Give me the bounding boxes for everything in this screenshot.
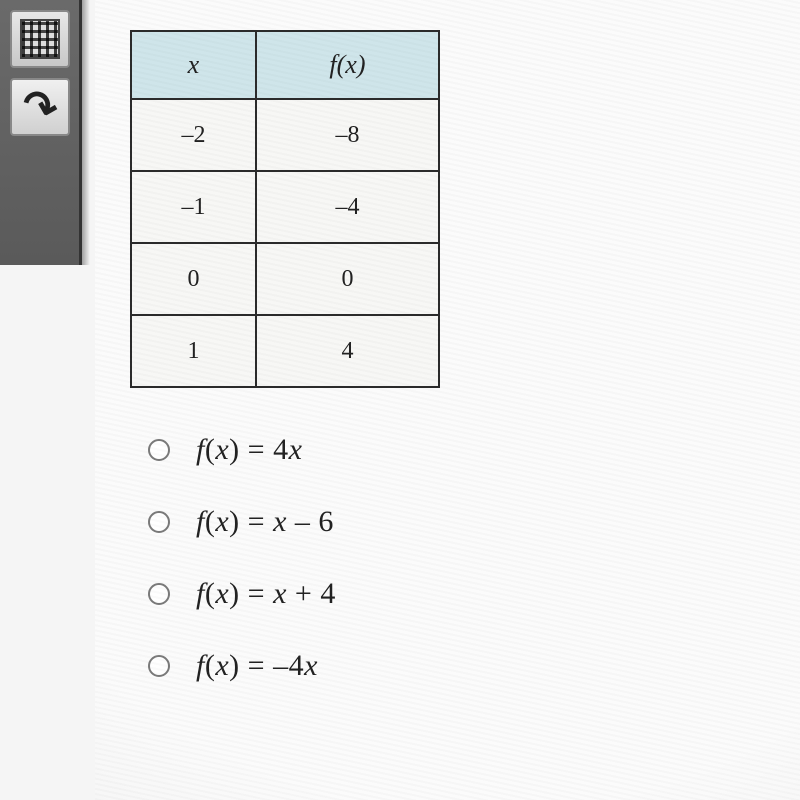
- cell-x: –2: [131, 99, 256, 171]
- cell-fx: 0: [256, 243, 439, 315]
- radio-icon[interactable]: [148, 439, 170, 461]
- table-header-row: x f(x): [131, 31, 439, 99]
- cell-fx: –8: [256, 99, 439, 171]
- option-label: f(x) = x – 6: [196, 505, 334, 539]
- table-row: –2 –8: [131, 99, 439, 171]
- answer-option-c[interactable]: f(x) = x + 4: [148, 577, 775, 611]
- curved-arrow-icon: ↶: [16, 78, 63, 135]
- cell-x: –1: [131, 171, 256, 243]
- answer-options: f(x) = 4x f(x) = x – 6 f(x) = x + 4 f(x)…: [148, 433, 775, 683]
- back-arrow-tool[interactable]: ↶: [10, 78, 70, 136]
- answer-option-a[interactable]: f(x) = 4x: [148, 433, 775, 467]
- option-label: f(x) = 4x: [196, 433, 302, 467]
- table-row: –1 –4: [131, 171, 439, 243]
- col-header-fx: f(x): [256, 31, 439, 99]
- cell-x: 0: [131, 243, 256, 315]
- table-row: 1 4: [131, 315, 439, 387]
- answer-option-d[interactable]: f(x) = –4x: [148, 649, 775, 683]
- col-header-x: x: [131, 31, 256, 99]
- calculator-icon: [20, 19, 60, 59]
- cell-fx: 4: [256, 315, 439, 387]
- radio-icon[interactable]: [148, 511, 170, 533]
- question-content: x f(x) –2 –8 –1 –4 0 0 1 4: [95, 0, 800, 800]
- radio-icon[interactable]: [148, 655, 170, 677]
- tool-sidebar: ↶: [0, 0, 82, 265]
- sidebar-shadow: [82, 0, 90, 265]
- function-table: x f(x) –2 –8 –1 –4 0 0 1 4: [130, 30, 440, 388]
- option-label: f(x) = x + 4: [196, 577, 336, 611]
- calculator-tool[interactable]: [10, 10, 70, 68]
- answer-option-b[interactable]: f(x) = x – 6: [148, 505, 775, 539]
- option-label: f(x) = –4x: [196, 649, 318, 683]
- table-row: 0 0: [131, 243, 439, 315]
- radio-icon[interactable]: [148, 583, 170, 605]
- table-body: –2 –8 –1 –4 0 0 1 4: [131, 99, 439, 387]
- cell-x: 1: [131, 315, 256, 387]
- cell-fx: –4: [256, 171, 439, 243]
